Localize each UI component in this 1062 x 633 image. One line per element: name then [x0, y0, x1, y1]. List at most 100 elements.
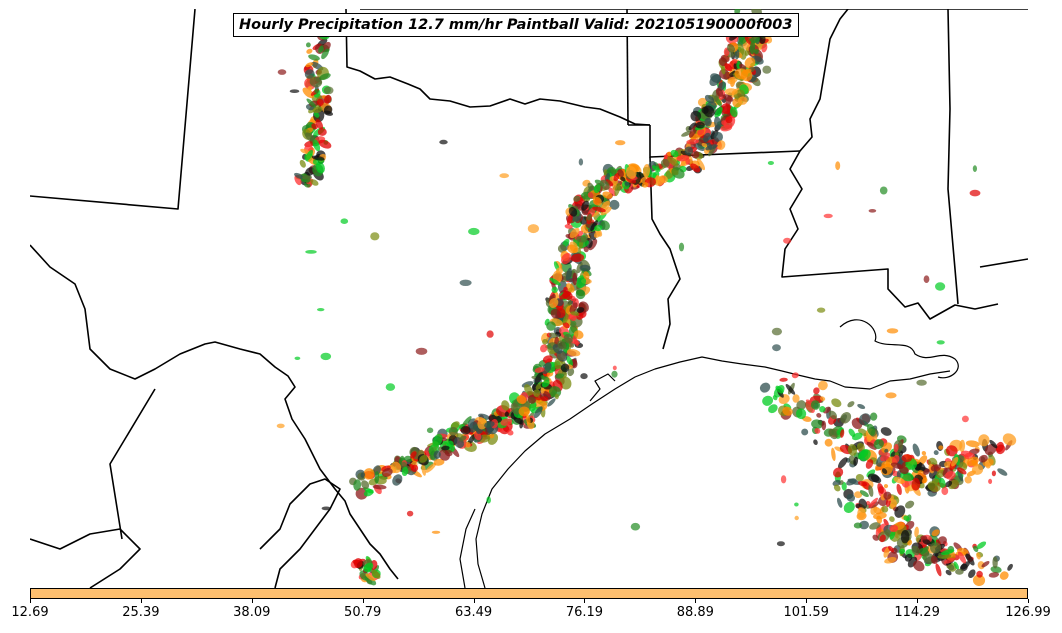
precip-paintball — [576, 235, 588, 243]
precip-paintball — [854, 491, 863, 499]
precip-paintball — [289, 89, 300, 93]
precip-paintball — [899, 548, 906, 555]
precip-paintball — [519, 419, 524, 429]
precip-paintball — [819, 405, 826, 413]
precip-paintball — [410, 451, 417, 459]
precip-paintball — [831, 398, 842, 408]
precip-paintball — [876, 515, 883, 524]
al-line — [947, 9, 959, 305]
precip-paintball — [768, 404, 778, 414]
precip-paintball — [541, 362, 552, 374]
precip-paintball — [937, 536, 947, 546]
precip-paintball — [425, 463, 437, 473]
precip-paintball — [572, 272, 578, 286]
precip-paintball — [976, 552, 981, 560]
precip-paintball — [971, 464, 984, 475]
precip-paintball — [936, 469, 946, 478]
precip-paintball — [821, 420, 827, 431]
precip-paintball — [574, 230, 584, 240]
precip-paintball — [965, 440, 980, 448]
precip-paintball — [620, 176, 626, 182]
precip-paintball — [525, 414, 531, 426]
precip-paintball — [561, 252, 572, 265]
precip-paintball — [794, 502, 799, 507]
precip-paintball — [858, 498, 867, 509]
precip-paintball — [600, 220, 610, 231]
precip-paintball — [903, 515, 910, 522]
precip-paintball — [957, 468, 964, 482]
precip-paintball — [693, 142, 706, 151]
precip-paintball — [978, 454, 988, 463]
precip-paintball — [716, 140, 726, 150]
precip-paintball — [911, 545, 921, 556]
precip-paintball — [659, 175, 668, 183]
precip-paintball — [667, 156, 679, 167]
precip-paintball — [361, 480, 370, 490]
precip-paintball — [843, 501, 855, 513]
precip-paintball — [685, 157, 690, 165]
precip-paintball — [355, 487, 368, 500]
precip-paintball — [988, 478, 993, 484]
gulf-coastline — [459, 319, 959, 588]
precip-paintball — [884, 448, 889, 454]
precip-paintball — [957, 551, 967, 564]
precip-paintball — [321, 506, 331, 511]
precip-paintball — [880, 452, 891, 462]
precip-paintball — [560, 363, 570, 373]
precip-paintball — [562, 322, 570, 329]
precip-paintball — [966, 456, 979, 467]
precip-paintball — [995, 441, 1004, 453]
colorbar-tick-mark — [695, 599, 697, 603]
precip-paintball — [566, 349, 581, 357]
precip-paintball — [920, 535, 928, 541]
colorbar-tick-label: 38.09 — [233, 605, 271, 620]
precip-paintball — [421, 463, 427, 476]
precip-paintball — [779, 377, 788, 382]
precip-paintball — [305, 167, 315, 177]
precip-paintball — [684, 146, 693, 155]
mexico-state-2 — [30, 528, 141, 588]
precip-paintball — [611, 370, 618, 378]
precip-paintball — [583, 246, 589, 253]
precip-paintball — [885, 392, 897, 399]
precip-paintball — [372, 484, 387, 490]
precip-paintball — [310, 179, 319, 186]
precip-paintball — [311, 123, 318, 130]
precip-paintball — [893, 443, 899, 453]
precip-paintball — [360, 472, 366, 478]
precip-paintball — [486, 330, 494, 338]
precip-paintball — [314, 88, 319, 94]
precip-paintball — [867, 473, 880, 483]
precip-paintball — [865, 501, 871, 506]
precip-paintball — [923, 468, 930, 475]
precip-paintball — [302, 175, 312, 180]
la-marsh — [839, 319, 959, 379]
precip-paintball — [576, 307, 585, 313]
precip-paintball — [626, 165, 637, 179]
precip-paintball — [857, 403, 866, 410]
precip-paintball — [642, 164, 651, 178]
precip-paintball — [353, 558, 363, 568]
precip-paintball — [306, 48, 313, 54]
precip-paintball — [722, 94, 734, 102]
precip-paintball — [701, 142, 708, 148]
precip-paintball — [714, 116, 722, 130]
precip-paintball — [721, 120, 727, 126]
precip-paintball — [529, 401, 537, 412]
precip-paintball — [554, 393, 559, 400]
precip-paintball — [541, 380, 550, 388]
padre-island — [459, 508, 476, 588]
mississippi-river — [781, 150, 999, 320]
precip-paintball — [868, 209, 877, 213]
precip-paintball — [780, 475, 787, 484]
precip-paintball — [681, 130, 692, 137]
precip-paintball — [868, 485, 874, 497]
precip-paintball — [540, 375, 550, 382]
precip-paintball — [277, 69, 287, 75]
precip-paintball — [720, 103, 732, 114]
precip-paintball — [1002, 433, 1017, 446]
precip-paintball — [317, 308, 325, 312]
precip-paintball — [945, 445, 958, 457]
precip-paintball — [775, 385, 784, 394]
precip-paintball — [914, 526, 919, 538]
